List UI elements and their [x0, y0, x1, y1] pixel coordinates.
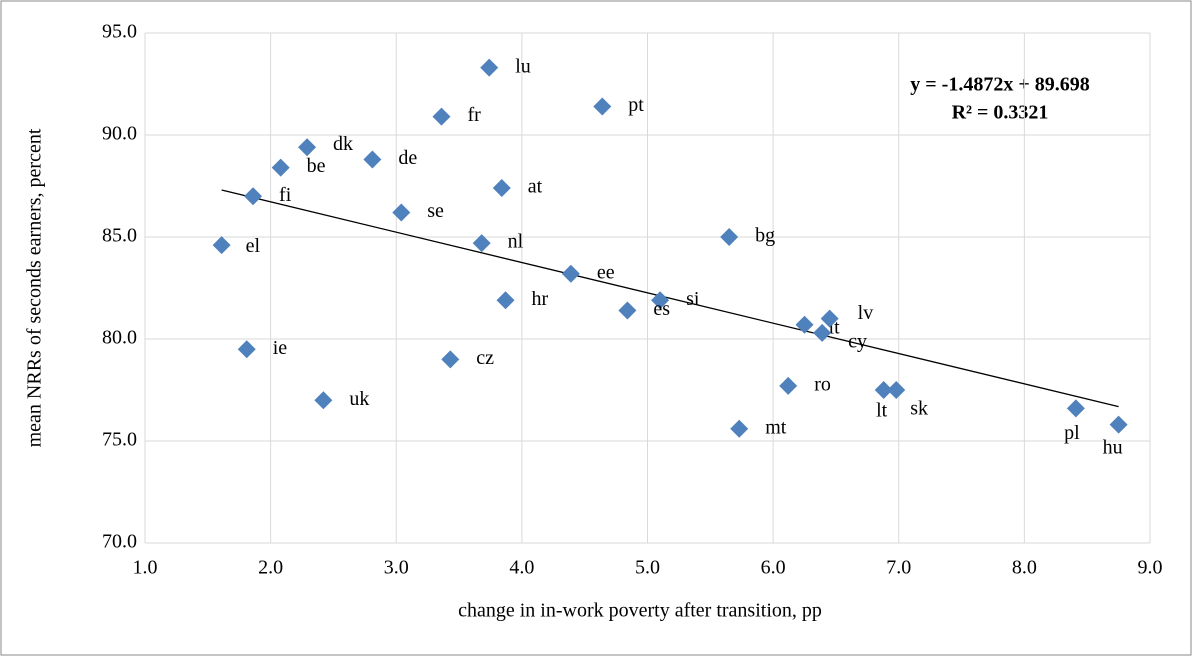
- point: [730, 419, 749, 438]
- point-label: ee: [597, 261, 615, 283]
- x-tick-label: 9.0: [1138, 557, 1163, 579]
- y-axis-title: mean NRRs of seconds earners, percent: [24, 128, 46, 447]
- point: [441, 350, 460, 369]
- point: [1066, 399, 1085, 418]
- point: [392, 203, 411, 222]
- point-label: es: [653, 298, 670, 320]
- point-label: hr: [532, 288, 549, 310]
- point-label: ie: [273, 337, 288, 359]
- point: [237, 340, 256, 359]
- point: [271, 158, 290, 177]
- y-tick-label: 90.0: [102, 123, 137, 145]
- point-label: de: [398, 147, 417, 169]
- x-tick-label: 1.0: [133, 557, 158, 579]
- point: [496, 291, 515, 310]
- point-label: dk: [333, 133, 353, 155]
- point: [651, 291, 670, 310]
- point: [779, 376, 798, 395]
- point: [720, 228, 739, 246]
- point: [561, 264, 580, 283]
- trend-r2: R² = 0.3321: [952, 102, 1049, 124]
- point-label: fi: [279, 184, 292, 206]
- point: [795, 315, 814, 334]
- point-label: nl: [508, 231, 524, 253]
- point: [244, 187, 263, 206]
- y-tick-label: 95.0: [102, 21, 137, 43]
- x-axis-title: change in in-work poverty after transiti…: [458, 600, 822, 622]
- y-tick-label: 70.0: [102, 531, 137, 553]
- point-label: ro: [814, 374, 831, 396]
- x-tick-label: 7.0: [886, 557, 911, 579]
- x-tick-label: 8.0: [1012, 557, 1037, 579]
- point: [820, 309, 839, 328]
- point-label: be: [307, 155, 326, 177]
- point-label: lv: [858, 302, 874, 324]
- trend-equation: y = -1.4872x + 89.698: [910, 74, 1089, 96]
- point-label: bg: [755, 225, 775, 247]
- point-label: sk: [910, 398, 928, 420]
- x-tick-label: 2.0: [258, 557, 283, 579]
- point: [298, 138, 317, 157]
- point: [314, 391, 333, 410]
- point-label: lt: [876, 400, 888, 422]
- x-tick-label: 6.0: [761, 557, 786, 579]
- y-tick-label: 80.0: [102, 327, 137, 349]
- trendline: [221, 189, 1119, 408]
- point-label: cy: [848, 330, 867, 352]
- point: [1109, 415, 1128, 434]
- point-label: si: [686, 288, 700, 310]
- x-tick-label: 4.0: [509, 557, 534, 579]
- point: [874, 381, 893, 399]
- point: [363, 150, 382, 169]
- point-label: at: [528, 176, 543, 198]
- x-tick-label: 5.0: [635, 557, 660, 579]
- point: [593, 97, 612, 116]
- point-label: pt: [628, 94, 644, 116]
- point-label: mt: [765, 416, 787, 438]
- point: [212, 236, 231, 255]
- point-label: se: [427, 200, 444, 222]
- point-label: hu: [1103, 436, 1123, 458]
- point-label: fr: [467, 104, 481, 126]
- point: [887, 381, 906, 399]
- y-tick-label: 75.0: [102, 429, 137, 451]
- point: [480, 58, 499, 77]
- point-label: it: [829, 316, 841, 338]
- point: [813, 323, 832, 342]
- x-tick-label: 3.0: [384, 557, 409, 579]
- point-label: el: [246, 235, 261, 257]
- point: [472, 234, 491, 253]
- point-label: uk: [349, 388, 369, 410]
- point: [492, 179, 511, 198]
- point-label: lu: [515, 55, 531, 77]
- point: [432, 107, 451, 126]
- point: [618, 301, 637, 320]
- y-tick-label: 85.0: [102, 225, 137, 247]
- point-label: cz: [476, 347, 494, 369]
- point-label: pl: [1064, 422, 1080, 444]
